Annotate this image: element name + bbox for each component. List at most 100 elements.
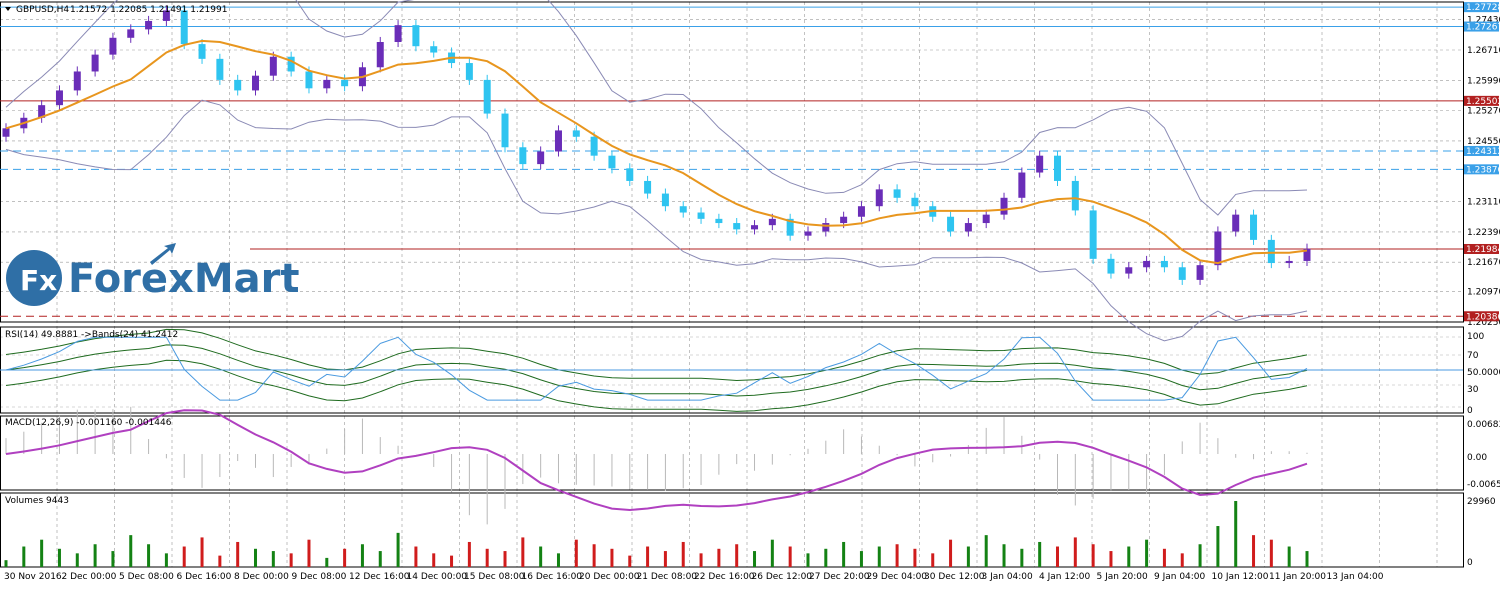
volume-bar [450,555,454,567]
volume-bar [1269,539,1273,567]
candle-body [465,63,473,80]
ohlc-label: 1.21572 1.22085 1.21491 1.21991 [70,5,227,15]
pane-frame [0,1,1464,323]
volumes-label: Volumes 9443 [5,496,69,506]
candle-body [947,216,955,232]
candle-body [751,225,759,230]
macd-tick-label: -0.006553 [1467,480,1500,490]
volume-bar [360,544,364,567]
price-tag-label: 1.20386 [1466,312,1500,322]
volume-bar [218,555,222,567]
candle-body [626,168,634,181]
volume-bar [1180,553,1184,567]
volume-bar [1091,544,1095,567]
candle-body [1125,267,1133,274]
volume-bar [432,553,436,567]
candle-body [875,189,883,207]
rsi-tick-label: 30 [1467,385,1479,395]
volume-bar [984,535,988,567]
bollinger-lower-line [5,99,1308,342]
volume-bar [753,551,757,567]
volume-bar [289,553,293,567]
price-tag-label: 1.25502 [1466,97,1500,107]
volume-bar [40,539,44,567]
candle-body [840,216,848,224]
volume-bar [343,548,347,567]
pane-frame [0,492,1464,568]
volume-bar [1145,539,1149,567]
macd-tick-label: 0.006834 [1467,420,1500,430]
candle-body [1267,239,1275,264]
candle-body [394,25,402,42]
candle-body [697,212,705,219]
volume-bar [610,548,614,567]
date-tick-label: 12 Dec 16:00 [349,572,410,582]
candle-body [572,130,580,137]
volume-bar [1020,548,1024,567]
volume-bar [521,537,525,567]
candle-body [483,79,491,114]
price-tick-label: 1.21670 [1467,258,1500,268]
volume-bar [628,555,632,567]
volume-bar [842,541,846,567]
volume-bar [271,551,275,567]
candle-body [964,223,972,232]
rsi-tick-label: 100 [1467,332,1484,342]
volume-bar [717,548,721,567]
candle-body [1053,155,1061,181]
candle-body [430,46,438,53]
date-tick-label: 11 Jan 20:00 [1269,572,1326,582]
date-tick-label: 20 Dec 00:00 [579,572,640,582]
volume-bar [1055,546,1059,567]
volume-bar [556,553,560,567]
volume-bar [1216,526,1220,567]
price-tag [1464,164,1499,175]
volume-bar [913,548,917,567]
candle-body [1107,258,1115,274]
volume-bar [788,546,792,567]
volume-bar [1198,544,1202,567]
candle-body [38,105,46,118]
candle-body [911,197,919,207]
symbol-dropdown-icon[interactable] [5,7,11,11]
candle-body [1143,260,1151,268]
volume-bar [859,551,863,567]
volume-bar [378,551,382,567]
volume-bar [1038,541,1042,567]
forexmart-logo: Fx ForexMart [6,243,299,306]
candle-body [1196,265,1204,280]
candle-body [893,189,901,198]
volume-bar [824,548,828,567]
candle-body [554,130,562,152]
candle-body [55,90,63,106]
volume-bar [539,546,543,567]
volume-bar [325,557,329,567]
volume-bar [806,553,810,567]
date-tick-label: 30 Dec 12:00 [924,572,985,582]
volume-bar [307,539,311,567]
rsi-upper-band [5,328,1308,382]
rsi-line [5,336,1308,401]
candle-body [1160,260,1168,268]
candle-body [608,155,616,169]
logo-arrow-icon [150,243,176,265]
price-tag-label: 1.23876 [1466,165,1500,175]
price-tag [1464,2,1499,13]
volume-bar [485,548,489,567]
candle-body [341,79,349,87]
candle-body [715,218,723,224]
volume-bar [164,553,168,567]
candle-body [234,79,242,91]
logo-mark: Fx [20,264,57,297]
date-tick-label: 21 Dec 08:00 [637,572,698,582]
volume-tick-label: 29960 [1467,497,1496,507]
date-tick-label: 15 Dec 08:00 [464,572,525,582]
candle-body [804,231,812,236]
date-tick-label: 3 Jan 04:00 [982,572,1034,582]
volume-bar [93,544,97,567]
candle-body [679,206,687,213]
volume-bar [57,548,61,567]
price-tick-label: 1.20250 [1467,318,1500,328]
